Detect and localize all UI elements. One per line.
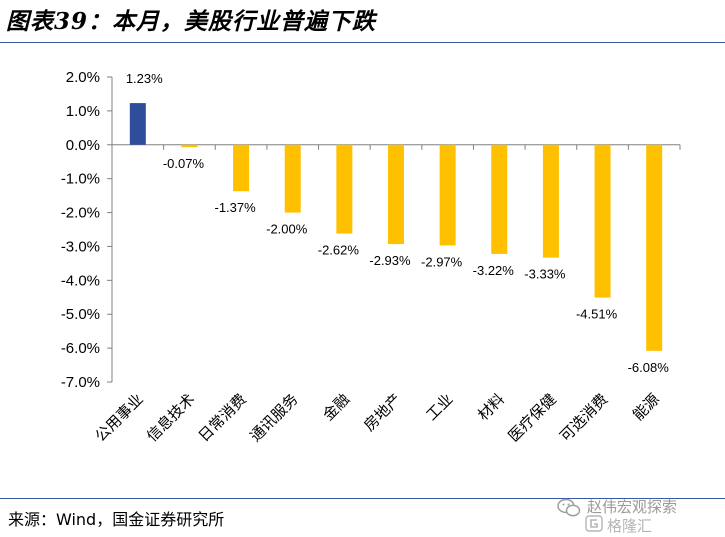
data-label: -3.22% (473, 263, 515, 278)
y-tick-label: -6.0% (61, 340, 100, 357)
y-tick-label: -5.0% (61, 306, 100, 323)
data-label: -3.33% (524, 267, 566, 282)
top-divider (0, 42, 725, 43)
data-label: -1.37% (214, 200, 256, 215)
gelonghui-logo-icon (585, 515, 603, 532)
chart-title: 图表39：本月，美股行业普遍下跌 (6, 8, 377, 35)
category-label: 材料 (474, 390, 508, 424)
y-tick-label: -1.0% (61, 171, 100, 188)
y-tick-label: -3.0% (61, 238, 100, 255)
watermark-brand: 格隆汇 (607, 517, 653, 535)
data-label: -2.62% (318, 243, 360, 258)
bar (439, 144, 456, 246)
y-tick-label: -7.0% (61, 374, 100, 391)
category-label: 医疗保健 (505, 390, 560, 445)
watermark: 赵伟宏观探索 格隆汇 (547, 494, 719, 536)
category-label: 能源 (629, 390, 663, 424)
data-label: -4.51% (576, 307, 618, 322)
data-label: -6.08% (628, 360, 670, 375)
watermark-text: 赵伟宏观探索 (587, 498, 678, 516)
bar (233, 144, 250, 192)
data-label: -2.00% (266, 222, 308, 237)
bar (181, 144, 198, 148)
category-label: 公用事业 (91, 390, 146, 445)
bar (129, 103, 146, 145)
bottom-divider (0, 498, 725, 499)
category-label: 金融 (319, 390, 353, 424)
bar (542, 144, 559, 258)
category-label: 房地产 (360, 390, 405, 435)
bar (646, 144, 663, 351)
data-label: 1.23% (126, 71, 163, 86)
y-tick-label: 0.0% (66, 137, 100, 154)
bar-chart: 2.0% 1.0% 0.0% -1.0% -2.0% -3.0% -4.0% -5.0% -6.… (61, 69, 681, 445)
bar (594, 144, 611, 298)
bar (388, 144, 404, 245)
y-tick-label: -2.0% (61, 205, 100, 222)
bar (336, 144, 353, 234)
data-label: -2.97% (421, 254, 463, 269)
data-label: -2.93% (369, 253, 411, 268)
y-tick-label: 1.0% (66, 103, 100, 120)
data-label: -0.07% (163, 156, 205, 171)
source-note: 来源：Wind，国金证券研究所 (8, 510, 225, 529)
category-label: 工业 (423, 390, 457, 424)
category-label: 信息技术 (143, 390, 198, 445)
category-label: 通讯服务 (246, 390, 301, 445)
y-tick-label: 2.0% (66, 69, 100, 86)
category-label: 日常消费 (195, 390, 250, 445)
y-tick-label: -4.0% (61, 272, 100, 289)
bar (284, 144, 301, 213)
category-label: 可选消费 (556, 390, 611, 445)
bar (491, 144, 508, 254)
wechat-icon (557, 498, 581, 517)
